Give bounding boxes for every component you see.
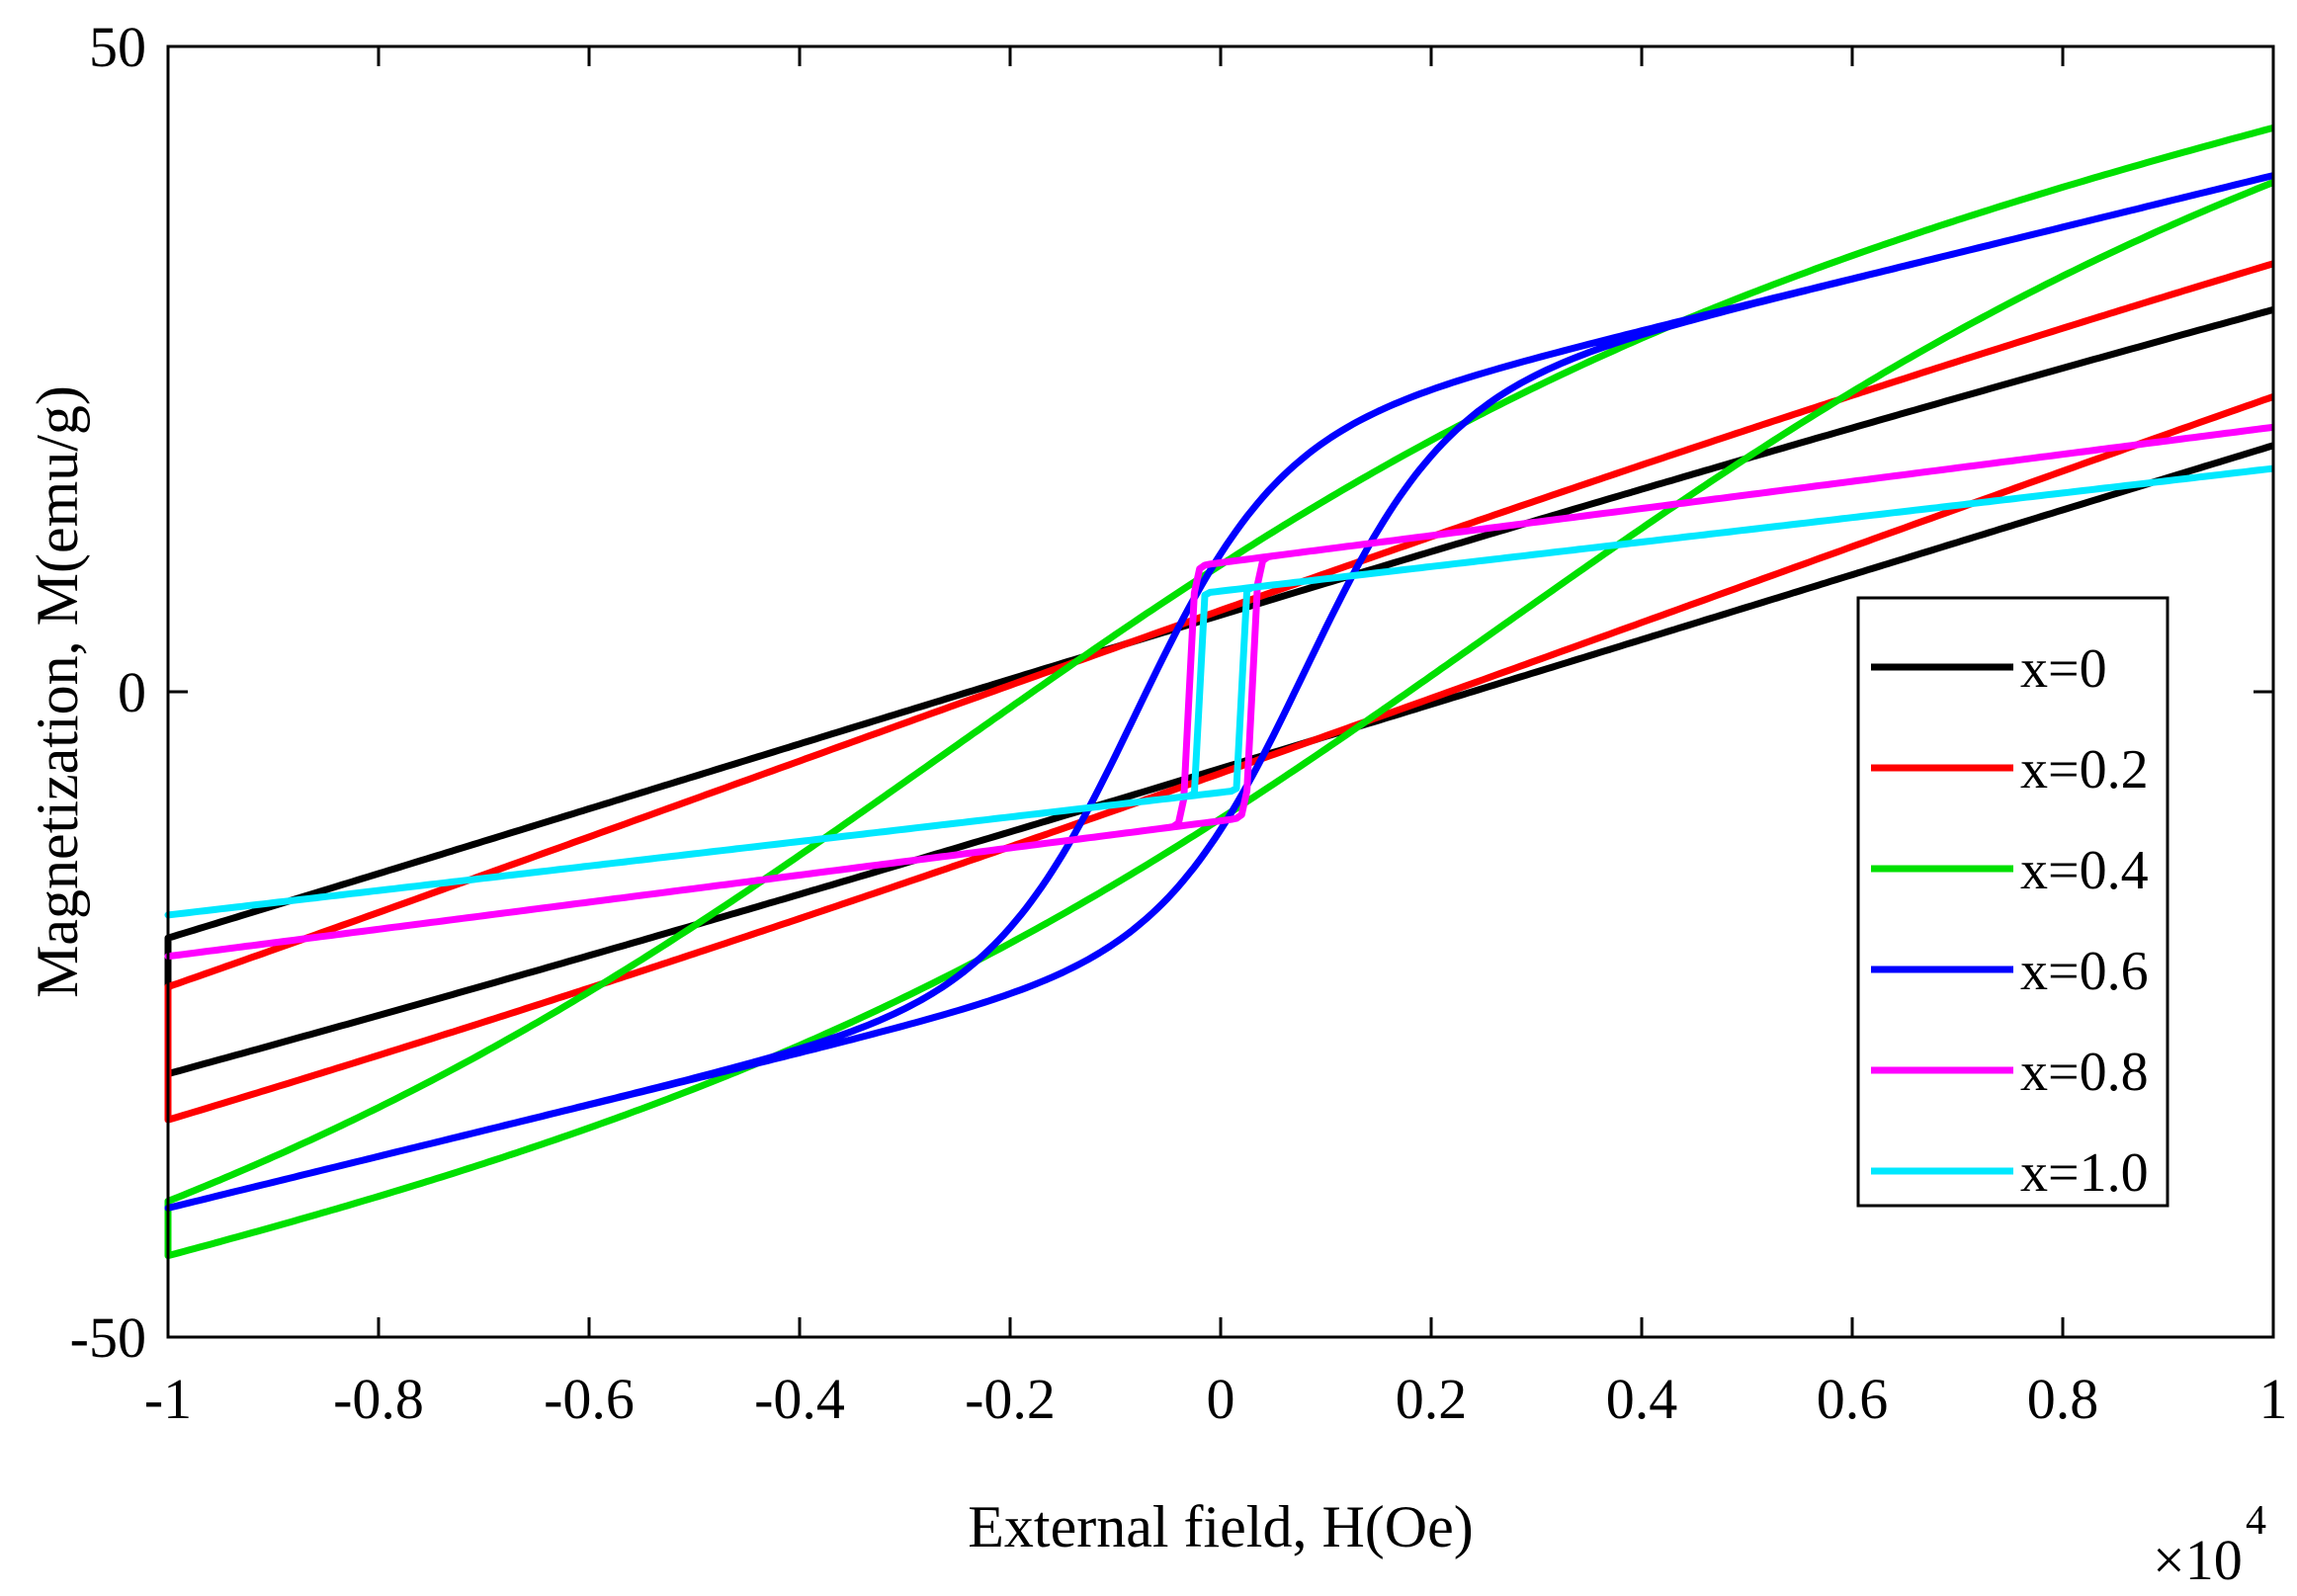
x-axis-title: External field, H(Oe) xyxy=(968,1494,1473,1559)
x-tick-label: 0.6 xyxy=(1817,1367,1889,1431)
y-tick-labels: -50 0 50 xyxy=(70,15,146,1370)
legend-label: x=0.4 xyxy=(2020,840,2149,901)
y-tick-label: 50 xyxy=(89,15,146,79)
tick-marks xyxy=(166,44,2275,1339)
y-tick-label: -50 xyxy=(70,1305,146,1370)
legend-label: x=0 xyxy=(2020,638,2107,700)
x-tick-label: 0.4 xyxy=(1606,1367,1678,1431)
x-multiplier-base: ×10 xyxy=(2153,1528,2243,1592)
legend-label: x=0.6 xyxy=(2020,941,2149,1002)
x-tick-label: -0.6 xyxy=(544,1367,635,1431)
x-tick-label: 1 xyxy=(2259,1367,2288,1431)
legend: x=0 x=0.2 x=0.4 x=0.6 x=0.8 x=1.0 xyxy=(1856,596,2169,1208)
x-tick-label: -0.8 xyxy=(333,1367,424,1431)
x-tick-label: -0.4 xyxy=(754,1367,845,1431)
legend-box xyxy=(1856,596,2169,1208)
x-tick-label: -0.2 xyxy=(965,1367,1056,1431)
x-tick-label: 0.2 xyxy=(1396,1367,1468,1431)
legend-label: x=0.2 xyxy=(2020,739,2149,800)
x-tick-label: 0 xyxy=(1207,1367,1235,1431)
y-tick-label: 0 xyxy=(118,660,146,724)
legend-label: x=1.0 xyxy=(2020,1142,2149,1204)
y-axis-title: Magnetization, M(emu/g) xyxy=(25,385,90,998)
legend-label: x=0.8 xyxy=(2020,1042,2149,1103)
x-multiplier-exponent: 4 xyxy=(2246,1498,2266,1544)
x-tick-label: -1 xyxy=(144,1367,192,1431)
x-tick-labels: -1 -0.8 -0.6 -0.4 -0.2 0 0.2 0.4 0.6 0.8 1 xyxy=(144,1367,2288,1431)
x-tick-label: 0.8 xyxy=(2027,1367,2099,1431)
